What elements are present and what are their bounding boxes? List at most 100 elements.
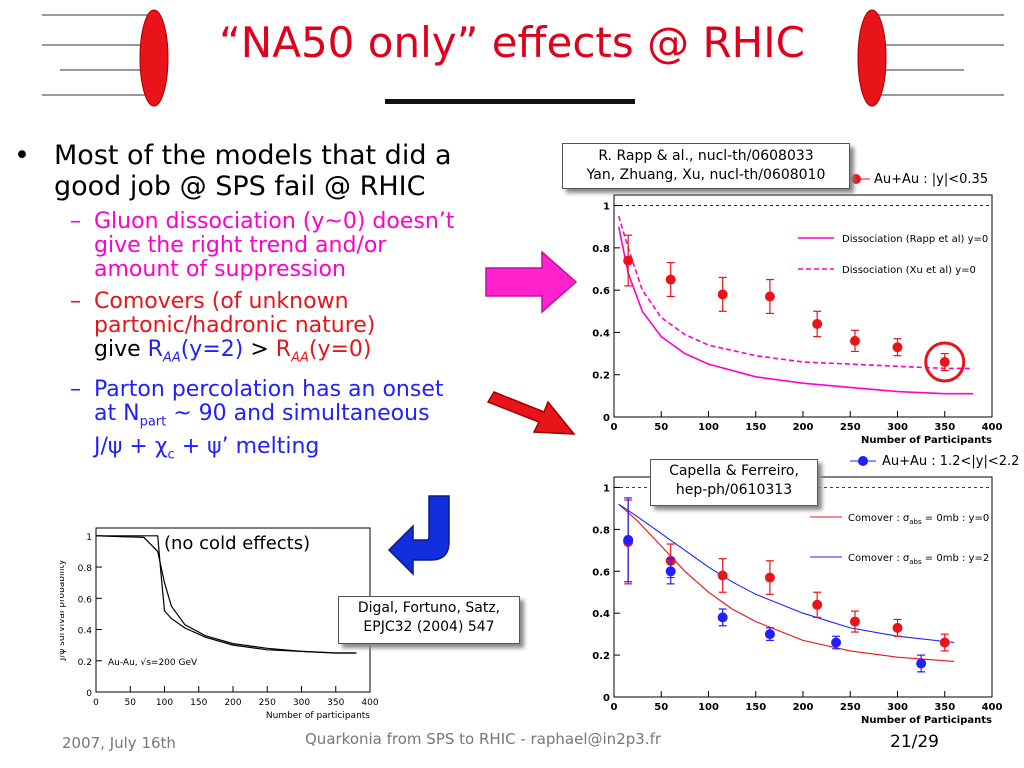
dash-marker: – [70,377,81,403]
main-bullet: • Most of the models that did a good job… [14,140,534,202]
x-tick-label: 150 [745,702,766,713]
legend-marker-blue [858,456,868,466]
x-tick-label: 50 [654,422,668,433]
y-tick-label: 1 [603,483,610,494]
percolation-line1: Parton percolation has an onset [94,377,444,403]
callout-capella: Capella & Ferreiro, hep-ph/0610313 [650,459,818,506]
legend-label-forward: Au+Au : 1.2<|y|<2.2 [882,455,1019,469]
x-tick-label: 250 [840,422,861,433]
x-tick-label: 150 [190,698,207,708]
x-axis-label: Number of participants [266,711,370,721]
sub-bullet-percolation: – Parton percolation has an onset at Npa… [14,378,534,467]
dash-marker: – [70,289,81,314]
gluon-line3: amount of suppression [94,257,346,282]
x-tick-label: 200 [224,698,241,708]
sub-bullet-comovers: – Comovers (of unknown partonic/hadronic… [14,290,534,370]
chart-bottom-left: 0 50 100 150 200 250 300 350 400 0 0.2 0.4 0.6 0.8 1 Nu… [60,527,379,721]
percolation-line3: J/ψ + χc + ψ’ melting [94,433,320,463]
y-tick-label: 0.6 [592,286,610,297]
decoration-layer [42,9,1004,107]
x-tick-label: 100 [698,702,719,713]
x-tick-label: 250 [259,698,276,708]
data-point [892,342,903,353]
y-tick-label: 0.4 [592,609,610,620]
percolation-line2: at Npart ~ 90 and simultaneous [94,401,430,430]
legend-label-rapp: Dissociation (Rapp et al) y=0 [842,234,988,245]
comovers-line3: give RAA(y=2) > RAA(y=0) [94,338,534,370]
callout-capella-line2: hep-ph/0610313 [675,482,793,498]
data-point [892,622,903,633]
right-detector-icon [857,9,1004,107]
data-point [812,318,823,329]
data-point [665,566,676,577]
x-tick-label: 400 [361,698,378,708]
chart-bottom-right: 0 50 100 150 200 250 300 350 400 0 0.2 0.4 0.6 0.8 1 Nu… [592,455,1019,726]
data-point [717,289,728,300]
x-tick-label: 350 [934,702,955,713]
legend-label-au-au: Au+Au : |y|<0.35 [874,172,988,187]
y-tick-label: 1 [603,202,610,213]
y-tick-label: 0 [603,693,610,704]
bullet-list: • Most of the models that did a good job… [14,140,534,467]
dash-marker: – [70,209,81,234]
x-tick-label: 250 [840,702,861,713]
data-point [623,534,634,545]
data-point [665,274,676,285]
footer-date: 2007, July 16th [62,734,176,752]
plot-frame [613,476,993,698]
x-tick-label: 350 [934,422,955,433]
curve-2 [95,535,357,654]
annotation-no-cold-effects: (no cold effects) [164,533,310,554]
legend-label-comover-y2: Comover : σabs = 0mb : y=2 [848,553,989,566]
highlight-circle [924,341,966,383]
sub-bullet-gluon: – Gluon dissociation (y~0) doesn’t give … [14,210,534,282]
x-tick-label: 100 [698,422,719,433]
x-tick-label: 0 [611,702,618,713]
y-tick-label: 0.2 [592,651,610,662]
comovers-line2: partonic/hadronic nature) [94,313,376,338]
data-point [717,612,728,623]
y-tick-label: 1 [86,533,92,543]
main-bullet-line2: good job @ SPS fail @ RHIC [54,171,426,202]
legend-label-comover-y0: Comover : σabs = 0mb : y=0 [848,513,989,526]
x-tick-label: 200 [793,422,814,433]
callout-rapp-line2: Yan, Zhuang, Xu, nucl-th/0608010 [586,167,826,183]
raa-y0: RAA(y=0) [275,337,372,366]
left-detector-icon [42,9,169,107]
data-point [764,291,775,302]
main-bullet-line1: Most of the models that did a [54,140,452,171]
inset-label: Au-Au, √s=200 GeV [108,657,198,668]
curve-2 [617,215,974,370]
give-text: give [94,337,148,362]
x-tick-label: 400 [982,702,1003,713]
y-tick-label: 0.8 [592,525,610,536]
data-point [939,357,950,368]
x-tick-label: 50 [125,698,137,708]
data-point [764,572,775,583]
curve-2 [618,503,955,644]
y-tick-label: 0.8 [78,564,93,574]
x-tick-label: 50 [654,702,668,713]
x-tick-label: 350 [327,698,344,708]
x-tick-label: 200 [793,702,814,713]
x-tick-label: 400 [982,422,1003,433]
x-tick-label: 150 [745,422,766,433]
gluon-line1: Gluon dissociation (y~0) doesn’t [94,209,455,234]
x-tick-label: 100 [156,698,173,708]
magenta-arrow-icon [485,250,578,314]
legend-label-xu: Dissociation (Xu et al) y=0 [842,265,976,276]
y-tick-label: 0.6 [592,567,610,578]
y-tick-label: 0.6 [78,595,93,605]
chart-top-right: 0 50 100 150 200 250 300 350 400 0 0.2 0.4 0.6 0.8 1 Nu… [592,172,1003,446]
data-point [812,599,823,610]
curve-1 [617,226,974,395]
greater-than: > [243,337,276,362]
y-tick-label: 0 [603,413,610,424]
callout-digal: Digal, Fortuno, Satz, EPJC32 (2004) 547 [338,596,520,644]
callout-digal-line2: EPJC32 (2004) 547 [363,619,495,635]
y-tick-label: 0.4 [592,328,610,339]
y-axis-label: J/ψ survival probability [60,559,67,661]
data-point [764,629,775,640]
blue-curved-arrow-icon [387,495,450,576]
slide-title: “NA50 only” effects @ RHIC [219,18,805,67]
